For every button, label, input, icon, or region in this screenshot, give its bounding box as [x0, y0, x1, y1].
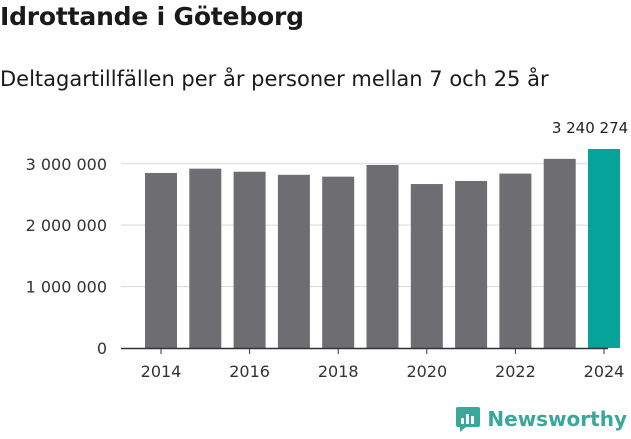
y-tick-label: 1 000 000: [26, 278, 107, 297]
newsworthy-logo-icon: [456, 407, 481, 432]
x-tick-label: 2020: [406, 362, 447, 381]
chart-subtitle: Deltagartillfällen per år personer mella…: [0, 67, 549, 91]
bar-2016: [233, 171, 266, 348]
chart-title: Idrottande i Göteborg: [0, 2, 304, 31]
bar-2022: [499, 173, 532, 348]
x-tick-label: 2018: [318, 362, 359, 381]
x-tick-label: 2022: [495, 362, 536, 381]
bar-2023: [543, 158, 576, 348]
x-tick-label: 2016: [229, 362, 270, 381]
bar-2015: [189, 168, 222, 348]
x-tick-label: 2024: [584, 362, 625, 381]
data-label-2024: 3 240 274: [552, 119, 628, 137]
bar-2020: [410, 184, 443, 348]
brand-logo: Newsworthy: [455, 405, 627, 433]
y-tick-label: 0: [97, 339, 107, 358]
x-tick-label: 2014: [141, 362, 182, 381]
bar-2018: [322, 176, 355, 348]
brand-name: Newsworthy: [487, 407, 627, 431]
bar-2019: [366, 164, 399, 348]
y-tick-label: 2 000 000: [26, 216, 107, 235]
bar-2021: [455, 180, 488, 348]
y-tick-label: 3 000 000: [26, 155, 107, 174]
bar-2024: [588, 149, 620, 348]
bar-2014: [145, 172, 177, 348]
bar-2017: [277, 174, 310, 348]
